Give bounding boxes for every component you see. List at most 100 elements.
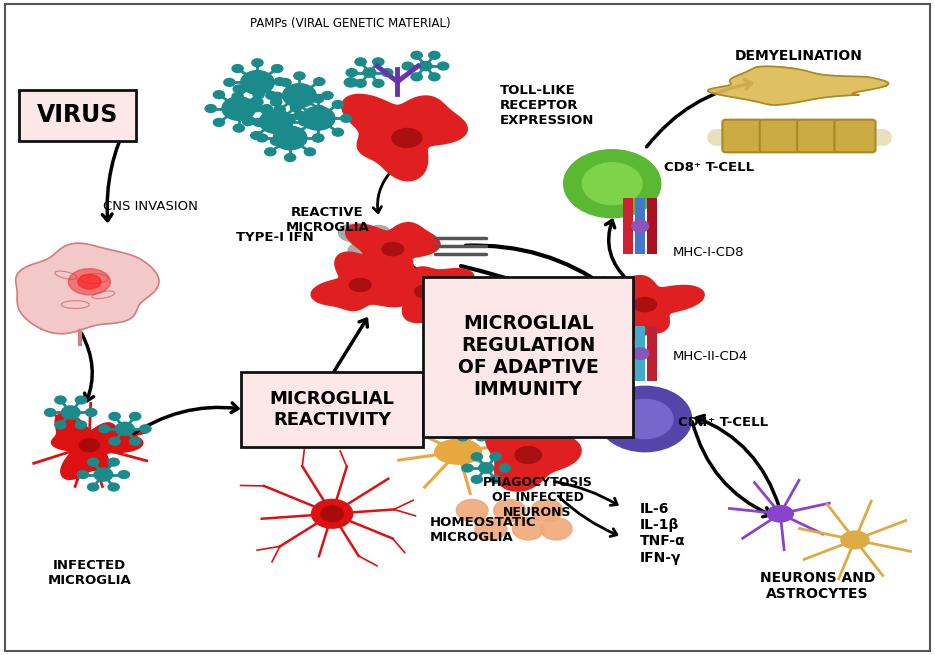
Circle shape [284,154,295,162]
Bar [647,198,657,254]
Text: HOMEOSTATIC
MICROGLIA: HOMEOSTATIC MICROGLIA [430,516,537,544]
Circle shape [130,438,141,445]
Circle shape [355,58,367,66]
Circle shape [99,425,110,433]
Circle shape [108,458,120,466]
Circle shape [429,73,440,81]
Circle shape [438,62,449,70]
Circle shape [252,59,263,67]
Bar [623,198,633,254]
Circle shape [76,421,87,429]
Ellipse shape [350,278,371,291]
Polygon shape [51,413,143,479]
Circle shape [402,62,413,70]
Circle shape [251,132,262,140]
Circle shape [253,91,265,99]
Circle shape [252,98,263,106]
Circle shape [130,413,141,421]
Circle shape [471,453,482,460]
Circle shape [140,425,151,433]
Circle shape [242,118,253,126]
Polygon shape [341,94,468,181]
Polygon shape [708,66,888,105]
Text: CNS INVASION: CNS INVASION [103,200,197,213]
Circle shape [373,58,384,66]
Text: REACTIVE
MICROGLIA: REACTIVE MICROGLIA [285,206,369,234]
Text: TOLL-LIKE
RECEPTOR
EXPRESSION: TOLL-LIKE RECEPTOR EXPRESSION [500,84,595,127]
Circle shape [222,97,255,121]
Text: CD8⁺ T-CELL: CD8⁺ T-CELL [664,161,754,174]
Circle shape [293,101,304,108]
Circle shape [429,51,440,59]
Ellipse shape [415,285,437,298]
Circle shape [313,105,324,113]
Circle shape [88,458,99,466]
Circle shape [465,421,480,431]
Ellipse shape [79,439,100,452]
Polygon shape [485,423,582,491]
Text: MHC-I-CD8: MHC-I-CD8 [673,246,744,259]
Circle shape [598,386,692,452]
Circle shape [259,110,293,134]
Circle shape [499,464,511,472]
Circle shape [304,148,315,156]
Circle shape [76,396,87,404]
Bar [635,198,645,254]
Circle shape [476,410,487,418]
Polygon shape [346,223,440,285]
Ellipse shape [841,531,869,549]
Circle shape [490,453,501,460]
Circle shape [344,78,357,87]
Circle shape [322,92,333,100]
Ellipse shape [78,274,101,289]
Text: NEURONS AND
ASTROCYTES: NEURONS AND ASTROCYTES [760,571,875,601]
Circle shape [479,463,494,474]
Polygon shape [374,267,474,322]
Circle shape [338,224,363,241]
Text: PHAGOCYTOSIS
OF INFECTED
NEURONS: PHAGOCYTOSIS OF INFECTED NEURONS [482,476,593,519]
Circle shape [294,72,305,80]
Circle shape [109,413,121,421]
Circle shape [55,396,66,404]
Bar [647,326,657,381]
Circle shape [313,78,324,86]
Circle shape [485,422,496,430]
Circle shape [531,499,563,521]
Circle shape [311,499,352,528]
Ellipse shape [633,297,656,312]
FancyBboxPatch shape [834,120,875,153]
Circle shape [290,132,301,140]
Circle shape [256,134,267,142]
Circle shape [419,62,432,71]
Circle shape [471,476,482,483]
Circle shape [270,138,281,145]
Text: MHC-II-CD4: MHC-II-CD4 [673,350,748,364]
Circle shape [108,483,120,491]
Circle shape [88,483,99,491]
Circle shape [448,422,459,430]
Text: PAMPs (VIRAL GENETIC MATERIAL): PAMPs (VIRAL GENETIC MATERIAL) [251,17,451,30]
Circle shape [116,422,135,436]
Circle shape [385,231,410,248]
Circle shape [411,51,423,59]
Circle shape [272,92,283,100]
Circle shape [301,107,335,130]
Circle shape [476,433,487,441]
Circle shape [253,119,265,126]
Circle shape [251,104,262,111]
Ellipse shape [392,128,422,147]
Polygon shape [311,252,410,310]
Bar [623,326,633,381]
FancyBboxPatch shape [760,120,800,153]
Circle shape [346,69,357,77]
Circle shape [583,163,642,204]
Circle shape [232,65,243,73]
Circle shape [284,115,295,122]
Circle shape [376,244,400,261]
Circle shape [411,73,423,81]
Circle shape [272,65,283,73]
Circle shape [266,92,277,100]
Circle shape [490,476,501,483]
Circle shape [290,104,301,111]
FancyBboxPatch shape [241,371,424,447]
